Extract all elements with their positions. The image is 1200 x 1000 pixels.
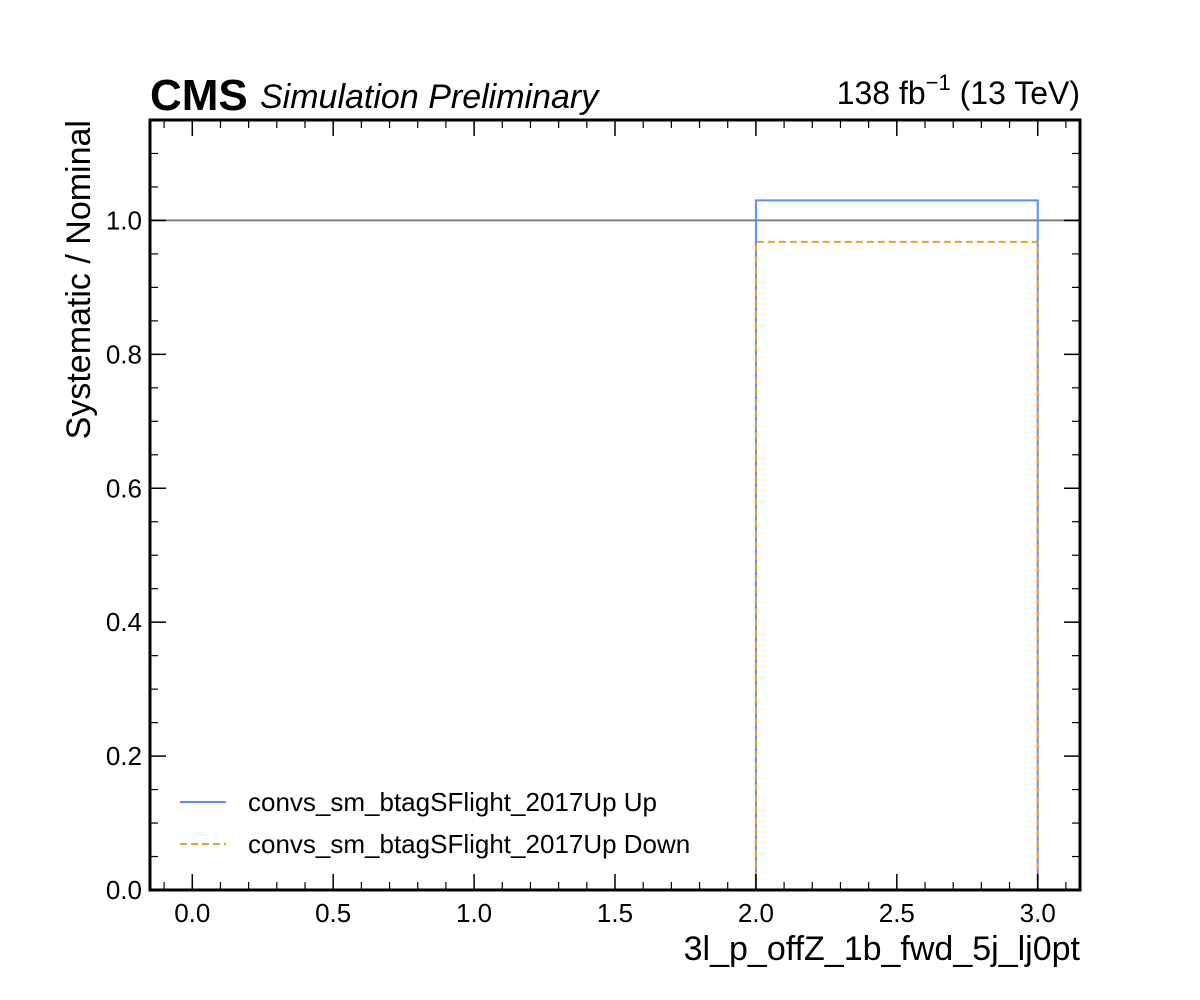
y-tick-label: 1.0	[106, 205, 142, 235]
x-axis-title: 3l_p_offZ_1b_fwd_5j_lj0pt	[684, 930, 1081, 968]
y-tick-label: 0.6	[106, 473, 142, 503]
experiment-label: CMS	[150, 71, 248, 120]
y-tick-label: 0.8	[106, 339, 142, 369]
series-line-0	[754, 199, 1039, 890]
y-tick-label: 0.4	[106, 607, 142, 637]
x-tick-label: 2.5	[879, 898, 915, 928]
y-tick-label: 0.0	[106, 875, 142, 905]
y-tick-label: 0.2	[106, 741, 142, 771]
legend-label-1: convs_sm_btagSFlight_2017Up Down	[248, 829, 690, 859]
plot-area: 0.0 0.5 1.0 1.5 2.0 2.5 3.0 0.0 0.2 0.4 0.6 0.8 1.0	[106, 118, 1082, 928]
x-tick-label: 1.5	[597, 898, 633, 928]
x-tick-label: 0.5	[315, 898, 351, 928]
x-tick-label: 3.0	[1020, 898, 1056, 928]
lumi-space	[951, 75, 960, 111]
legend: convs_sm_btagSFlight_2017Up Up convs_sm_b…	[180, 787, 690, 859]
x-tick-label: 0.0	[174, 898, 210, 928]
plot-frame	[148, 118, 1082, 892]
series-line-1	[754, 240, 1039, 890]
energy-value: (13 TeV)	[960, 75, 1080, 111]
luminosity-label: 138 fb−1 (13 TeV)	[837, 70, 1080, 111]
x-tick-label: 2.0	[738, 898, 774, 928]
legend-label-0: convs_sm_btagSFlight_2017Up Up	[248, 787, 657, 817]
x-tick-label: 1.0	[456, 898, 492, 928]
lumi-value: 138 fb	[837, 75, 926, 111]
lumi-exponent: −1	[926, 70, 951, 95]
status-label: Simulation Preliminary	[260, 78, 600, 116]
y-axis-title: Systematic / Nominal	[60, 120, 98, 439]
